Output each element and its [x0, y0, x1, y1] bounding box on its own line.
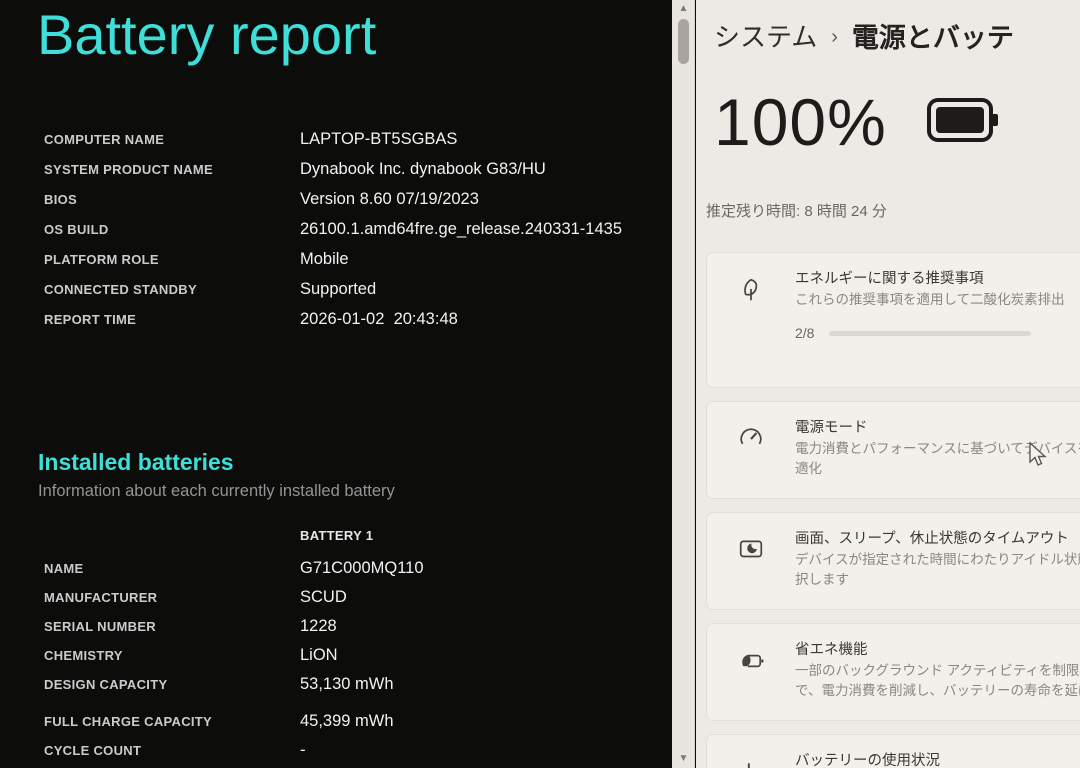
row-value: 2026-01-02 20:43:48 — [300, 309, 458, 328]
card-subtitle: これらの推奨事項を適用して二酸化炭素排出 — [795, 292, 1065, 307]
settings-panel: システム › 電源とバッテ 100% 推定残り時間: 8 時間 24 分 — [696, 0, 1080, 768]
card-subtitle: 適化 — [795, 461, 822, 476]
row-value: Version 8.60 07/19/2023 — [300, 189, 479, 208]
progress-bar — [829, 330, 1032, 336]
table-row: FULL CHARGE CAPACITY 45,399 mWh — [44, 707, 664, 736]
row-label: CHEMISTRY — [44, 648, 123, 663]
battery-leaf-icon — [707, 639, 795, 705]
row-label: NAME — [44, 561, 84, 576]
battery-report-panel: Battery report COMPUTER NAME LAPTOP-BT5S… — [37, 3, 664, 765]
table-row: CHEMISTRY LiON — [44, 641, 664, 670]
gauge-icon — [707, 417, 795, 483]
card-energy-recommendations[interactable]: エネルギーに関する推奨事項 これらの推奨事項を適用して二酸化炭素排出 2/8 — [706, 252, 1080, 388]
row-value: - — [300, 741, 306, 759]
row-label: CONNECTED STANDBY — [44, 281, 197, 297]
table-row: PLATFORM ROLE Mobile — [44, 244, 664, 274]
table-row: OS BUILD 26100.1.amd64fre.ge_release.240… — [44, 214, 664, 244]
card-battery-usage[interactable]: バッテリーの使用状況 — [706, 734, 1080, 768]
card-screen-sleep-timeouts[interactable]: 画面、スリープ、休止状態のタイムアウト デバイスが指定された時間にわたりアイドル… — [706, 512, 1080, 610]
battery-full-icon — [926, 97, 999, 147]
battery-info-table: NAME G71C000MQ110 MANUFACTURER SCUD SERI… — [44, 554, 664, 765]
card-subtitle: 電力消費とパフォーマンスに基づいてデバイスを最 — [795, 441, 1080, 456]
breadcrumb-system[interactable]: システム — [714, 22, 818, 52]
page-title: Battery report — [37, 3, 377, 66]
row-value: Dynabook Inc. dynabook G83/HU — [300, 159, 546, 178]
table-row: BIOS Version 8.60 07/19/2023 — [44, 184, 664, 214]
breadcrumb-power-battery: 電源とバッテ — [851, 23, 1014, 53]
table-row: SYSTEM PRODUCT NAME Dynabook Inc. dynabo… — [44, 154, 664, 184]
row-value: Mobile — [300, 249, 349, 268]
card-energy-saver[interactable]: 省エネ機能 一部のバックグラウンド アクティビティを制限するこ で、電力消費を削… — [706, 623, 1080, 721]
leaf-icon — [707, 268, 795, 372]
row-label: DESIGN CAPACITY — [44, 677, 168, 692]
vertical-scrollbar[interactable]: ▲ ▼ — [672, 0, 695, 768]
card-subtitle: で、電力消費を削減し、バッテリーの寿命を延ば — [795, 683, 1080, 698]
breadcrumb: システム › 電源とバッテ — [714, 16, 1014, 55]
card-subtitle: 一部のバックグラウンド アクティビティを制限するこ — [795, 663, 1080, 678]
row-label: FULL CHARGE CAPACITY — [44, 714, 213, 729]
row-label: SYSTEM PRODUCT NAME — [44, 161, 213, 177]
table-row: COMPUTER NAME LAPTOP-BT5SGBAS — [44, 124, 664, 154]
card-power-mode[interactable]: 電源モード 電力消費とパフォーマンスに基づいてデバイスを最 適化 — [706, 401, 1080, 499]
card-title: 電源モード — [795, 420, 868, 436]
recommendations-progress: 2/8 — [795, 325, 1080, 341]
row-value: G71C000MQ110 — [300, 559, 424, 577]
row-value: Supported — [300, 279, 377, 298]
settings-cards: エネルギーに関する推奨事項 これらの推奨事項を適用して二酸化炭素排出 2/8 — [706, 252, 1080, 768]
row-value: 45,399 mWh — [300, 712, 394, 730]
scroll-up-icon[interactable]: ▲ — [678, 3, 689, 14]
section-subtitle: Information about each currently install… — [38, 482, 395, 500]
row-label: OS BUILD — [44, 221, 109, 237]
table-row: MANUFACTURER SCUD — [44, 583, 664, 612]
row-value: SCUD — [300, 588, 347, 606]
card-subtitle: デバイスが指定された時間にわたりアイドル状態 — [795, 552, 1080, 567]
battery-column-header: BATTERY 1 — [300, 528, 374, 543]
scroll-down-icon[interactable]: ▼ — [678, 753, 689, 764]
table-row: CONNECTED STANDBY Supported — [44, 274, 664, 304]
progress-count: 2/8 — [795, 325, 815, 341]
bar-chart-icon — [707, 750, 795, 768]
table-row: SERIAL NUMBER 1228 — [44, 612, 664, 641]
chevron-right-icon: › — [831, 25, 838, 48]
system-info-table: COMPUTER NAME LAPTOP-BT5SGBAS SYSTEM PRO… — [44, 124, 664, 334]
row-label: BIOS — [44, 191, 77, 207]
battery-percent: 100% — [714, 85, 887, 159]
screen-moon-icon — [707, 528, 795, 594]
card-title: 省エネ機能 — [795, 642, 868, 658]
row-value: LiON — [300, 646, 338, 664]
mouse-cursor-icon — [1026, 441, 1048, 474]
table-row: REPORT TIME 2026-01-02 20:43:48 — [44, 304, 664, 334]
scrollbar-thumb[interactable] — [678, 19, 689, 64]
row-label: COMPUTER NAME — [44, 131, 165, 147]
row-value: 26100.1.amd64fre.ge_release.240331-1435 — [300, 219, 623, 238]
table-row: CYCLE COUNT - — [44, 736, 664, 765]
row-label: REPORT TIME — [44, 311, 137, 327]
card-title: 画面、スリープ、休止状態のタイムアウト — [795, 531, 1069, 547]
row-label: MANUFACTURER — [44, 590, 158, 605]
row-value: LAPTOP-BT5SGBAS — [300, 129, 458, 148]
estimated-time-remaining: 推定残り時間: 8 時間 24 分 — [706, 203, 887, 220]
row-label: SERIAL NUMBER — [44, 619, 157, 634]
row-value: 53,130 mWh — [300, 675, 394, 693]
card-title: エネルギーに関する推奨事項 — [795, 271, 984, 287]
battery-status: 100% — [714, 84, 999, 160]
card-subtitle: 択します — [795, 572, 849, 587]
table-row: DESIGN CAPACITY 53,130 mWh — [44, 670, 664, 699]
row-label: PLATFORM ROLE — [44, 251, 159, 267]
table-row: NAME G71C000MQ110 — [44, 554, 664, 583]
row-label: CYCLE COUNT — [44, 743, 142, 758]
section-heading: Installed batteries — [38, 449, 234, 475]
row-value: 1228 — [300, 617, 337, 635]
card-title: バッテリーの使用状況 — [795, 753, 940, 768]
